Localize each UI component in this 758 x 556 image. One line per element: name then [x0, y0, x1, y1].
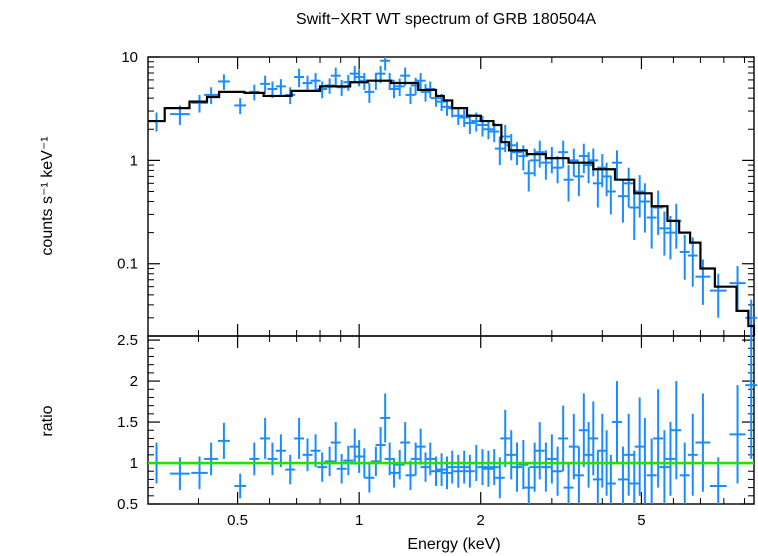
- bottom-panel-data: [148, 336, 758, 504]
- y-tick-label: 0.1: [117, 256, 138, 273]
- ratio-tick-label: 2: [130, 373, 138, 390]
- ratio-tick-label: 0.5: [117, 496, 138, 513]
- y-tick-label: 1: [130, 152, 138, 169]
- x-tick-label: 1: [355, 512, 363, 529]
- top-panel-frame: [147, 56, 755, 337]
- ratio-tick-label: 2.5: [117, 332, 138, 349]
- bottom-y-axis-label: ratio: [39, 405, 56, 436]
- bottom-panel-frame: [147, 335, 755, 505]
- top-panel-ticks: 10 1 0.1: [117, 49, 754, 337]
- chart-title: Swift−XRT WT spectrum of GRB 180504A: [296, 11, 596, 28]
- x-tick-label: 2: [477, 512, 485, 529]
- ratio-tick-label: 1.5: [117, 414, 138, 431]
- x-tick-label: 5: [637, 512, 645, 529]
- y-tick-label: 10: [121, 49, 138, 66]
- bottom-panel-ticks: 0.5 1 2 5 0.5 1 1.5 2 2.5: [117, 332, 754, 529]
- x-axis-label: Energy (keV): [407, 536, 500, 553]
- top-y-axis-label: counts s⁻¹ keV⁻¹: [39, 136, 56, 255]
- x-tick-label: 0.5: [227, 512, 248, 529]
- model-curve: [148, 79, 756, 336]
- ratio-tick-label: 1: [130, 455, 138, 472]
- top-panel-data: [148, 57, 758, 336]
